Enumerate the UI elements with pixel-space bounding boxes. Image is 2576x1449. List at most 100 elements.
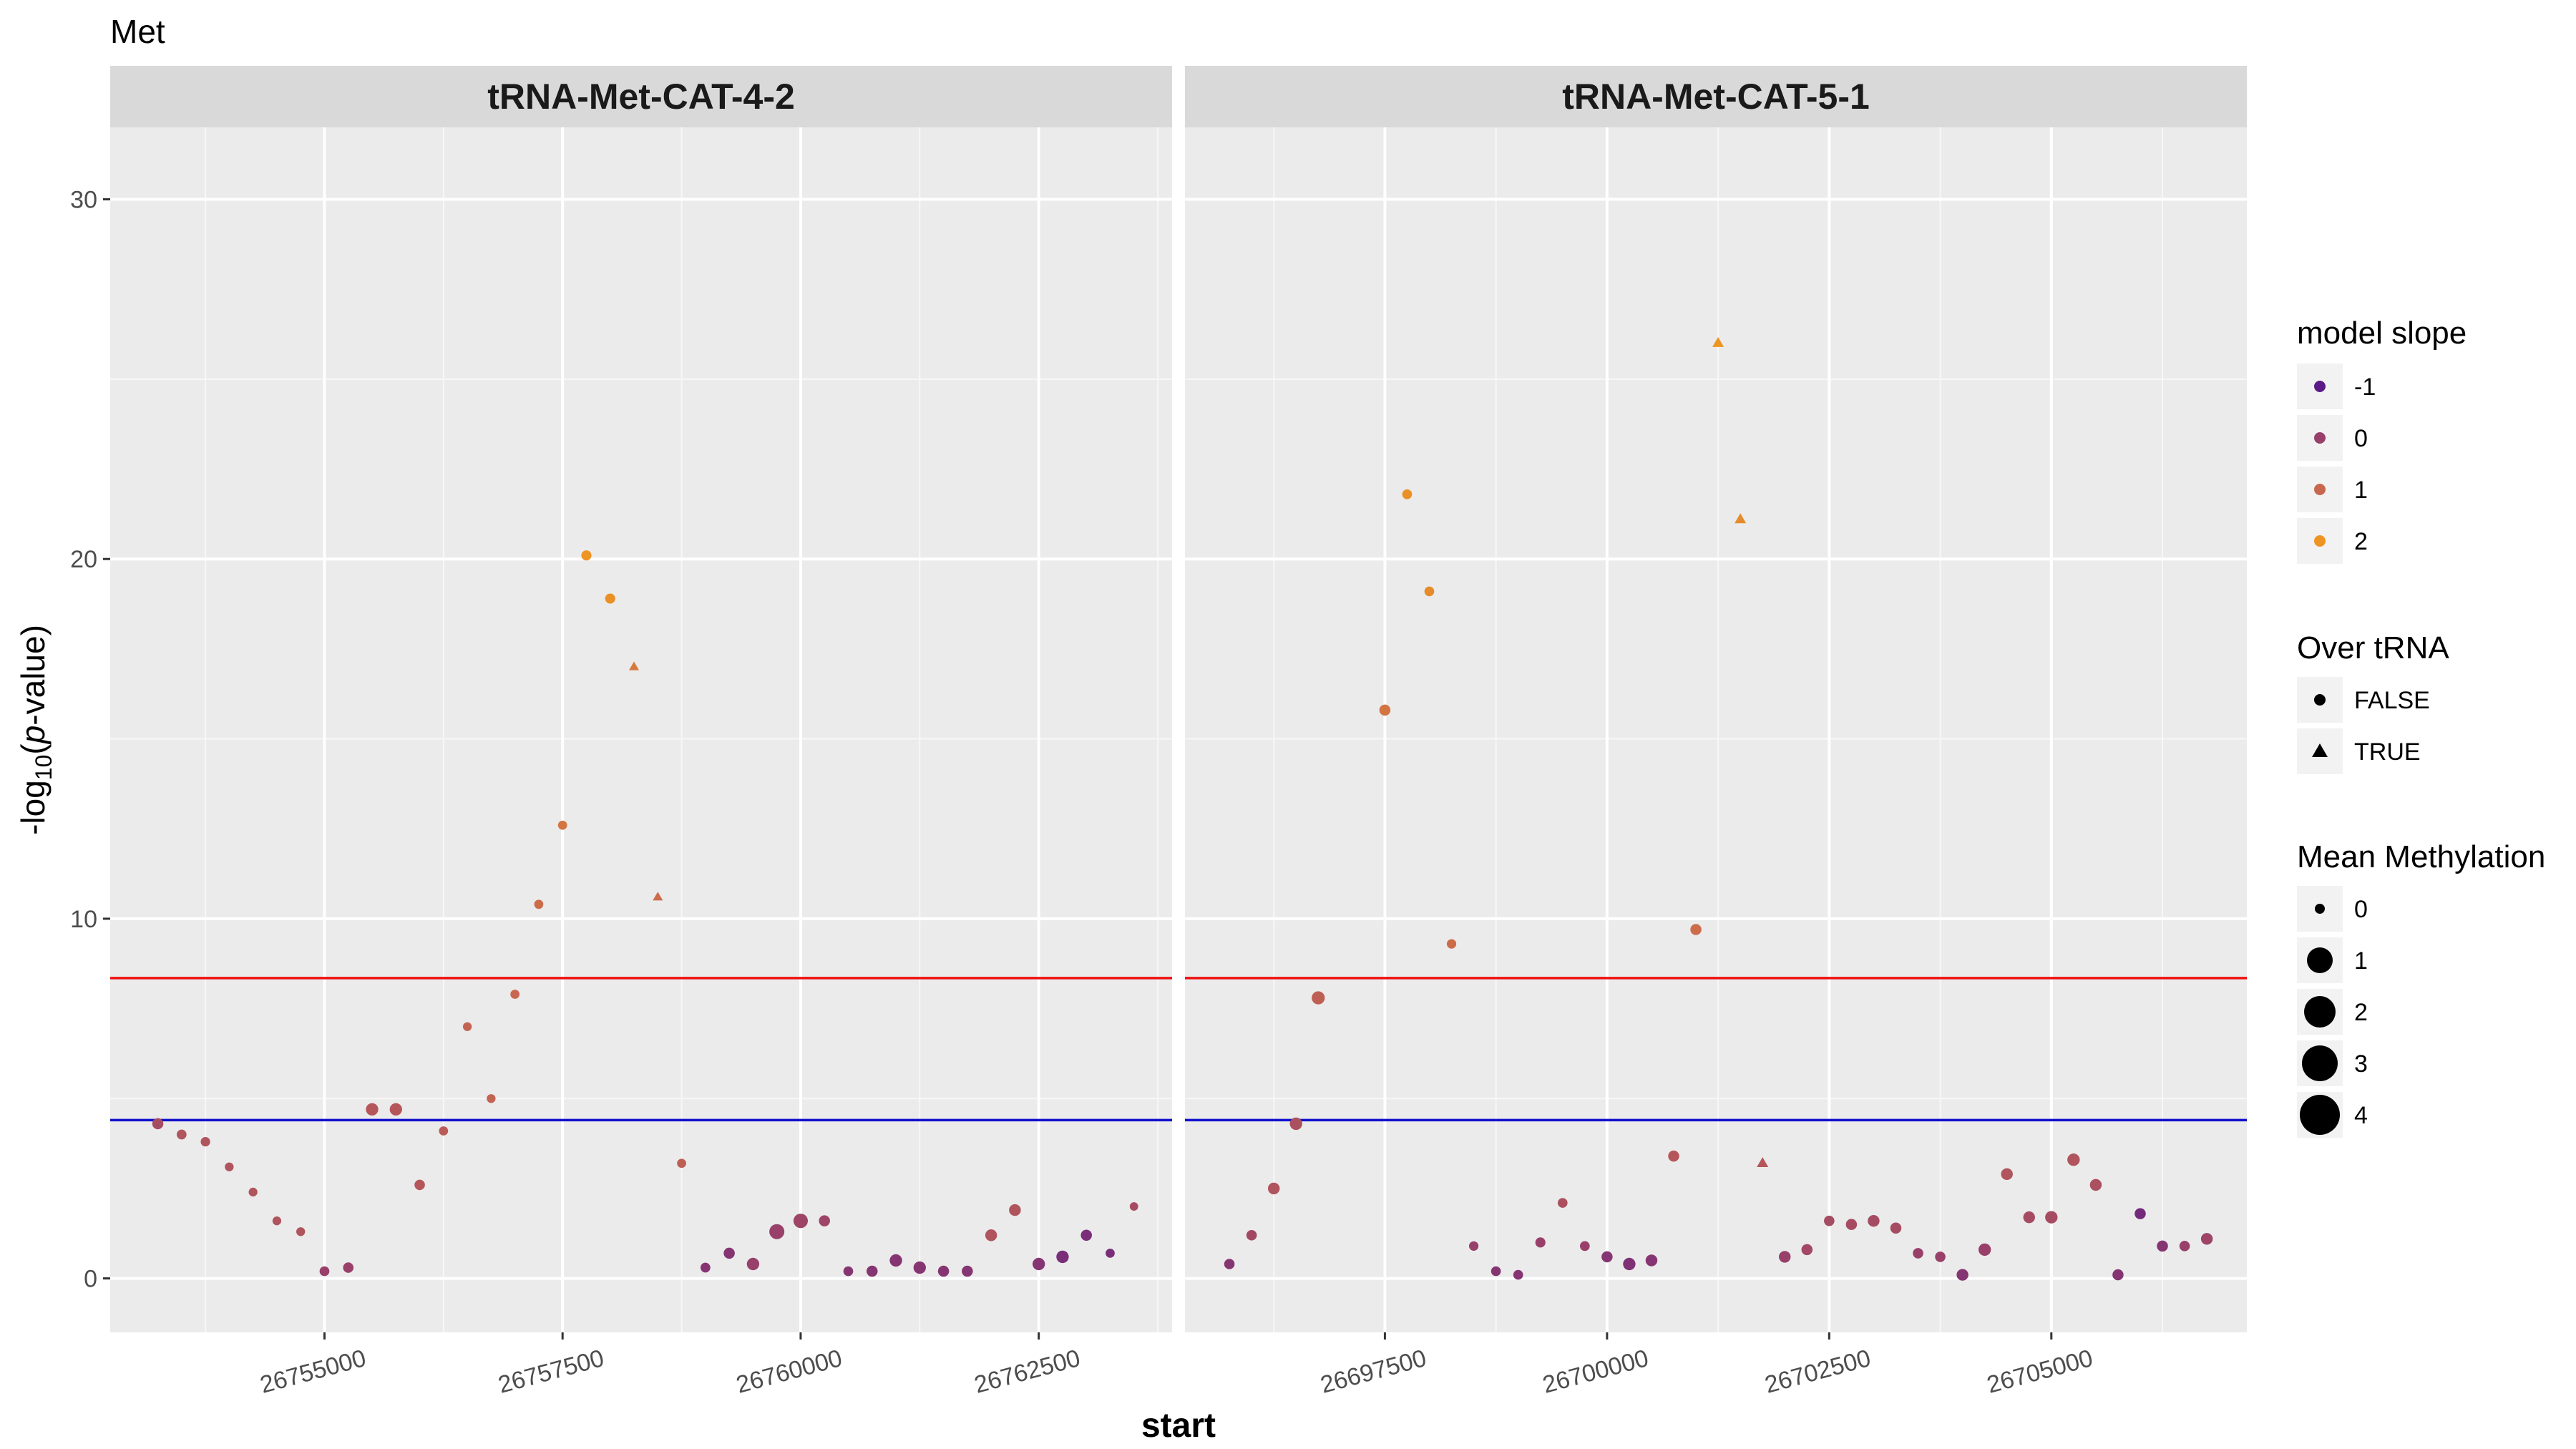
data-point xyxy=(2157,1240,2168,1252)
data-point xyxy=(937,1265,950,1277)
panel-right: tRNA-Met-CAT-5-1 26697500 26700000 2670250… xyxy=(1185,66,2247,1399)
data-point xyxy=(1009,1204,1021,1216)
data-point xyxy=(2089,1179,2102,1191)
data-point xyxy=(1956,1269,1968,1281)
legend-label: 3 xyxy=(2354,1050,2368,1078)
data-point xyxy=(2200,1233,2213,1245)
data-point xyxy=(510,990,520,999)
data-point xyxy=(319,1266,330,1277)
data-point xyxy=(1402,489,1413,499)
data-point-triangle xyxy=(628,661,640,670)
legend-label: 0 xyxy=(2354,425,2368,452)
data-point xyxy=(2112,1269,2124,1281)
data-point xyxy=(1779,1251,1791,1263)
y-axis-title: -log10(p-value) xyxy=(14,625,57,835)
legend-shape-triangle xyxy=(2312,743,2328,757)
x-tick-label: 26760000 xyxy=(733,1345,845,1399)
y-axis: 0 10 20 30 xyxy=(70,187,110,1293)
panel-left-x-ticks: 26755000 26757500 26760000 26762500 xyxy=(257,1332,1083,1399)
legend-title: model slope xyxy=(2297,316,2467,351)
legend-label: 0 xyxy=(2354,896,2368,923)
legend-color-swatch xyxy=(2314,484,2326,495)
data-point xyxy=(1267,1182,1280,1195)
data-point xyxy=(2045,1211,2058,1224)
data-point xyxy=(769,1224,785,1239)
data-point xyxy=(1106,1249,1115,1258)
data-point xyxy=(793,1214,808,1229)
data-point xyxy=(1845,1219,1858,1230)
data-point xyxy=(343,1262,354,1273)
panel-left-strip-label: tRNA-Met-CAT-4-2 xyxy=(487,77,795,117)
y-label-part-3: p xyxy=(14,726,52,746)
legend-size-swatch xyxy=(2307,947,2333,973)
data-point xyxy=(1246,1229,1257,1241)
y-tick-label: 20 xyxy=(70,546,97,573)
data-point xyxy=(1056,1250,1069,1264)
data-point xyxy=(581,550,592,561)
data-point xyxy=(1978,1243,1991,1257)
panel-right-thresholds xyxy=(1185,977,2247,1122)
data-point xyxy=(1424,586,1435,597)
legend-shape-circle xyxy=(2314,694,2326,706)
x-tick-label: 26697500 xyxy=(1317,1345,1429,1399)
data-point xyxy=(700,1262,711,1273)
data-point xyxy=(1668,1150,1679,1162)
data-point xyxy=(1913,1248,1923,1259)
data-point xyxy=(296,1227,306,1236)
data-point xyxy=(1032,1257,1045,1271)
data-point xyxy=(152,1118,164,1130)
legend-label: 2 xyxy=(2354,999,2368,1026)
y-tick-label: 10 xyxy=(70,906,97,933)
data-point xyxy=(889,1254,902,1267)
panel-right-strip-label: tRNA-Met-CAT-5-1 xyxy=(1562,77,1870,117)
y-label-part-2: ( xyxy=(14,743,52,755)
data-point xyxy=(1289,1117,1302,1131)
data-point xyxy=(225,1162,234,1171)
data-point xyxy=(1446,939,1457,949)
panel-right-background xyxy=(1185,127,2247,1332)
data-point xyxy=(557,820,567,830)
legend-color-swatch xyxy=(2314,535,2326,547)
legend-label: FALSE xyxy=(2354,687,2430,714)
legend-label: 4 xyxy=(2354,1102,2368,1129)
data-point xyxy=(1080,1229,1092,1241)
panel-right-strip xyxy=(1185,66,2247,127)
data-point-triangle xyxy=(653,892,663,901)
legend-color-swatch xyxy=(2314,432,2326,444)
x-axis-title: start xyxy=(1141,1407,1216,1445)
data-point xyxy=(1645,1254,1658,1267)
data-point-triangle xyxy=(1712,336,1724,347)
data-point xyxy=(1468,1241,1479,1251)
data-point xyxy=(913,1261,926,1274)
data-point xyxy=(2179,1241,2190,1252)
x-tick-label: 26700000 xyxy=(1540,1345,1652,1399)
data-point xyxy=(723,1247,735,1259)
legend-size-swatch xyxy=(2315,904,2325,914)
data-point-triangle xyxy=(1757,1157,1769,1168)
data-point xyxy=(272,1216,282,1226)
data-point xyxy=(1535,1237,1546,1248)
data-point xyxy=(200,1136,210,1147)
x-tick-label: 26755000 xyxy=(257,1345,369,1399)
x-tick-label: 26762500 xyxy=(972,1345,1083,1399)
panel-left-strip xyxy=(110,66,1172,127)
panel-left: tRNA-Met-CAT-4-2 26755000 26757500 2676000… xyxy=(110,66,1172,1399)
data-point xyxy=(1129,1202,1138,1211)
data-point-triangle xyxy=(1735,513,1747,524)
x-tick-label: 26705000 xyxy=(1984,1345,2096,1399)
legend-label: 2 xyxy=(2354,528,2368,555)
legend-color-swatch xyxy=(2314,381,2326,392)
data-point xyxy=(1623,1257,1636,1271)
legend-size-swatch xyxy=(2302,1045,2338,1081)
panel-right-grid xyxy=(1185,127,2247,1332)
panel-left-thresholds xyxy=(110,977,1172,1122)
data-point xyxy=(962,1265,973,1277)
y-tick-label: 30 xyxy=(70,187,97,214)
legend-size-swatch xyxy=(2304,996,2336,1028)
data-point xyxy=(1579,1241,1590,1252)
data-point xyxy=(534,899,544,909)
data-point xyxy=(1557,1198,1568,1208)
legend-label: 1 xyxy=(2354,947,2368,975)
data-point xyxy=(1491,1266,1501,1277)
legend-title: Mean Methylation xyxy=(2297,839,2545,874)
